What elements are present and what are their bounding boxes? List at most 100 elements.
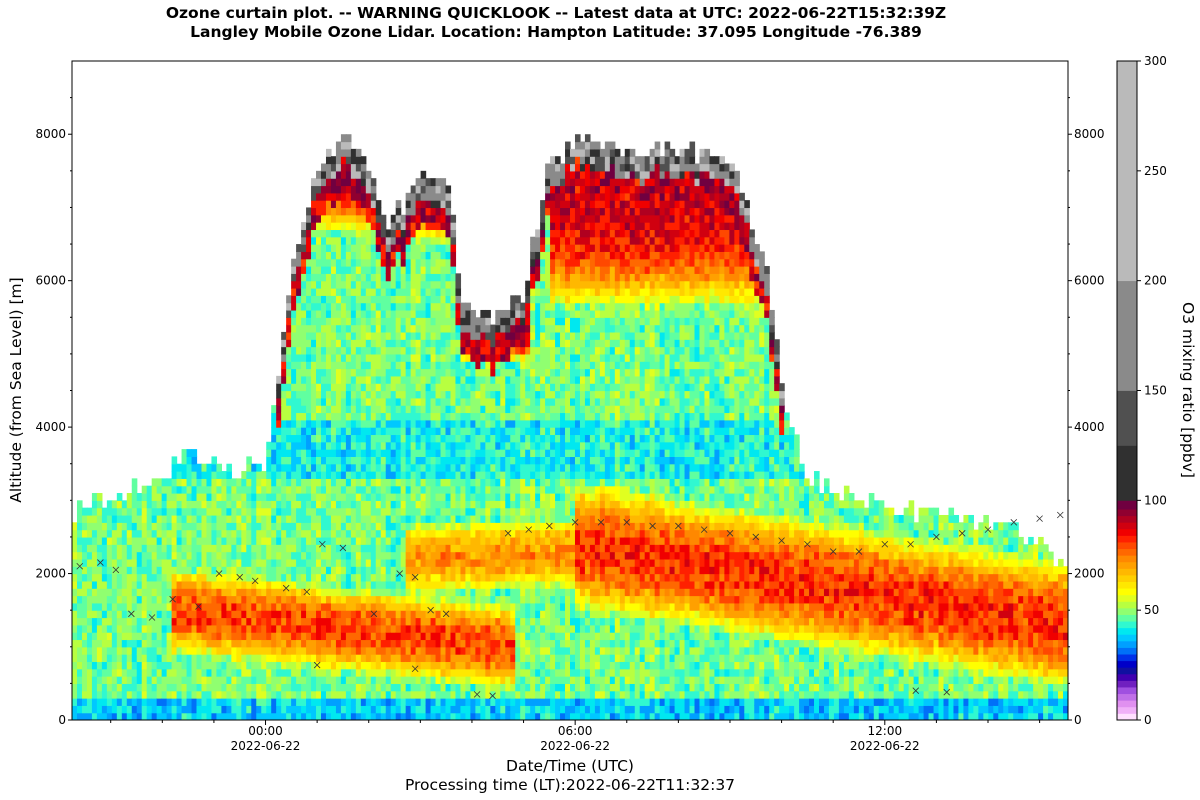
heatmap-cell — [475, 361, 481, 369]
heatmap-cell — [276, 500, 282, 508]
heatmap-cell — [231, 581, 237, 589]
heatmap-cell — [396, 581, 402, 589]
heatmap-cell — [495, 486, 501, 494]
heatmap-cell — [291, 332, 297, 340]
heatmap-cell — [540, 332, 546, 340]
heatmap-cell — [82, 559, 88, 567]
heatmap-cell — [381, 610, 387, 618]
heatmap-cell — [386, 486, 392, 494]
heatmap-cell — [431, 442, 437, 450]
heatmap-cell — [450, 259, 456, 267]
heatmap-cell — [137, 647, 143, 655]
heatmap-cell — [341, 574, 347, 582]
heatmap-cell — [535, 471, 541, 479]
heatmap-cell — [426, 537, 432, 545]
heatmap-cell — [366, 647, 372, 655]
heatmap-cell — [201, 632, 207, 640]
heatmap-cell — [401, 559, 407, 567]
heatmap-cell — [540, 464, 546, 472]
heatmap-cell — [236, 544, 242, 552]
heatmap-cell — [142, 552, 148, 560]
heatmap-cell — [411, 625, 417, 633]
heatmap-cell — [500, 493, 506, 501]
heatmap-cell — [406, 405, 412, 413]
heatmap-cell — [411, 544, 417, 552]
heatmap-cell — [510, 471, 516, 479]
heatmap-cell — [361, 354, 367, 362]
heatmap-cell — [396, 200, 402, 208]
heatmap-cell — [77, 669, 83, 677]
heatmap-cell — [276, 464, 282, 472]
heatmap-cell — [296, 486, 302, 494]
heatmap-cell — [500, 325, 506, 333]
heatmap-cell — [530, 588, 536, 596]
heatmap-cell — [431, 478, 437, 486]
heatmap-cell — [326, 508, 332, 516]
heatmap-cell — [286, 552, 292, 560]
heatmap-cell — [346, 566, 352, 574]
heatmap-cell — [331, 566, 337, 574]
heatmap-cell — [446, 500, 452, 508]
heatmap-cell — [446, 427, 452, 435]
heatmap-cell — [306, 478, 312, 486]
heatmap-cell — [142, 508, 148, 516]
heatmap-cell — [431, 376, 437, 384]
heatmap-cell — [505, 713, 511, 721]
heatmap-cell — [446, 456, 452, 464]
heatmap-cell — [251, 596, 257, 604]
heatmap-cell — [276, 574, 282, 582]
heatmap-cell — [366, 434, 372, 442]
heatmap-cell — [241, 566, 247, 574]
heatmap-cell — [510, 383, 516, 391]
heatmap-cell — [446, 434, 452, 442]
heatmap-cell — [535, 405, 541, 413]
heatmap-cell — [197, 661, 203, 669]
heatmap-cell — [331, 486, 337, 494]
heatmap-cell — [371, 537, 377, 545]
heatmap-cell — [460, 332, 466, 340]
heatmap-cell — [406, 310, 412, 318]
heatmap-cell — [475, 354, 481, 362]
heatmap-cell — [376, 369, 382, 377]
heatmap-cell — [276, 603, 282, 611]
heatmap-cell — [311, 464, 317, 472]
heatmap-cell — [460, 427, 466, 435]
heatmap-cell — [386, 603, 392, 611]
heatmap-cell — [266, 530, 272, 538]
heatmap-cell — [431, 537, 437, 545]
heatmap-cell — [446, 207, 452, 215]
heatmap-cell — [411, 185, 417, 193]
heatmap-cell — [276, 530, 282, 538]
heatmap-cell — [351, 251, 357, 259]
heatmap-cell — [426, 420, 432, 428]
heatmap-cell — [221, 588, 227, 596]
heatmap-cell — [266, 464, 272, 472]
heatmap-cell — [361, 200, 367, 208]
heatmap-cell — [381, 427, 387, 435]
heatmap-cell — [201, 574, 207, 582]
heatmap-cell — [87, 713, 93, 721]
heatmap-cell — [346, 229, 352, 237]
heatmap-cell — [530, 566, 536, 574]
heatmap-cell — [396, 332, 402, 340]
heatmap-cell — [436, 559, 442, 567]
heatmap-cell — [441, 288, 447, 296]
heatmap-cell — [515, 617, 521, 625]
heatmap-cell — [201, 625, 207, 633]
heatmap-cell — [361, 347, 367, 355]
heatmap-cell — [326, 574, 332, 582]
heatmap-cell — [311, 288, 317, 296]
heatmap-cell — [122, 610, 128, 618]
heatmap-cell — [346, 486, 352, 494]
heatmap-cell — [376, 654, 382, 662]
heatmap-cell — [495, 347, 501, 355]
heatmap-cell — [505, 317, 511, 325]
heatmap-cell — [97, 654, 103, 662]
heatmap-cell — [251, 552, 257, 560]
heatmap-cell — [401, 639, 407, 647]
heatmap-cell — [460, 471, 466, 479]
heatmap-cell — [336, 500, 342, 508]
heatmap-cell — [271, 632, 277, 640]
heatmap-cell — [216, 530, 222, 538]
heatmap-cell — [495, 669, 501, 677]
